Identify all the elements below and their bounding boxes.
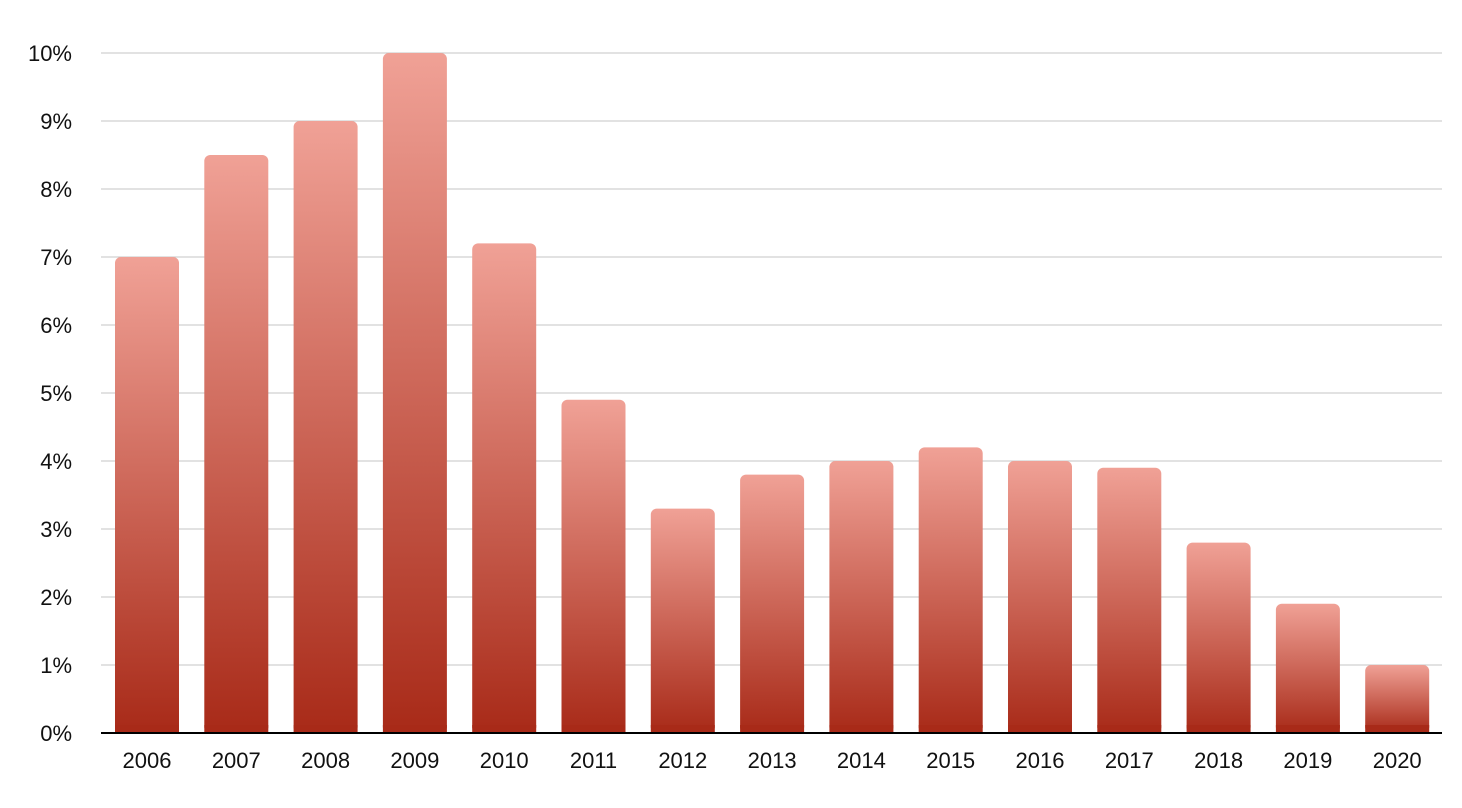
bar-2008 xyxy=(293,121,358,733)
x-tick-label: 2016 xyxy=(1016,748,1065,773)
y-tick-label: 7% xyxy=(40,245,72,270)
x-tick-label: 2020 xyxy=(1373,748,1422,773)
bar-2019 xyxy=(1275,603,1340,733)
bar-base-2019 xyxy=(1275,725,1340,733)
bar-2012 xyxy=(650,508,715,733)
bars xyxy=(115,53,1430,733)
bar-base-2015 xyxy=(918,725,983,733)
bar-base-2006 xyxy=(115,725,179,733)
y-tick-label: 5% xyxy=(40,381,72,406)
bar-base-2010 xyxy=(472,725,537,733)
bar-2007 xyxy=(204,155,269,733)
bar-2011 xyxy=(561,399,626,733)
y-tick-label: 4% xyxy=(40,449,72,474)
bar-base-2007 xyxy=(204,725,269,733)
bar-base-2014 xyxy=(829,725,894,733)
bar-base-2017 xyxy=(1097,725,1162,733)
bar-base-2011 xyxy=(561,725,626,733)
x-tick-label: 2013 xyxy=(748,748,797,773)
bar-2014 xyxy=(829,461,894,733)
y-axis-ticks: 0% 1% 2% 3% 4% 5% 6% 7% 8% 9% 10% xyxy=(28,41,72,746)
x-tick-label: 2019 xyxy=(1283,748,1332,773)
x-tick-label: 2010 xyxy=(480,748,529,773)
y-tick-label: 9% xyxy=(40,109,72,134)
bar-2009 xyxy=(382,53,447,733)
y-tick-label: 8% xyxy=(40,177,72,202)
bar-2017 xyxy=(1097,467,1162,733)
x-tick-label: 2012 xyxy=(658,748,707,773)
x-tick-label: 2009 xyxy=(390,748,439,773)
bar-2016 xyxy=(1008,461,1072,733)
bar-2015 xyxy=(918,447,983,733)
y-tick-label: 10% xyxy=(28,41,72,66)
bar-base-2020 xyxy=(1365,725,1430,733)
bar-base-2009 xyxy=(382,725,447,733)
x-axis-ticks: 2006 2007 2008 2009 2010 2011 2012 2013 2014 2015… xyxy=(123,748,1422,773)
x-tick-label: 2011 xyxy=(570,748,617,773)
x-tick-label: 2017 xyxy=(1105,748,1154,773)
x-tick-label: 2008 xyxy=(301,748,350,773)
bar-2013 xyxy=(740,474,805,733)
bar-2006 xyxy=(115,257,179,733)
bar-base-2013 xyxy=(740,725,805,733)
x-tick-label: 2018 xyxy=(1194,748,1243,773)
x-tick-label: 2015 xyxy=(926,748,975,773)
bar-2020 xyxy=(1365,665,1430,733)
y-tick-label: 0% xyxy=(40,721,72,746)
bar-2010 xyxy=(472,243,537,733)
x-tick-label: 2007 xyxy=(212,748,261,773)
y-tick-label: 3% xyxy=(40,517,72,542)
y-tick-label: 1% xyxy=(40,653,72,678)
bar-base-2012 xyxy=(650,725,715,733)
bar-base-2008 xyxy=(293,725,358,733)
bar-base-2016 xyxy=(1008,725,1072,733)
y-tick-label: 6% xyxy=(40,313,72,338)
bar-base-2018 xyxy=(1186,725,1251,733)
y-tick-label: 2% xyxy=(40,585,72,610)
x-tick-label: 2006 xyxy=(123,748,172,773)
x-tick-label: 2014 xyxy=(837,748,886,773)
bar-2018 xyxy=(1186,542,1251,733)
